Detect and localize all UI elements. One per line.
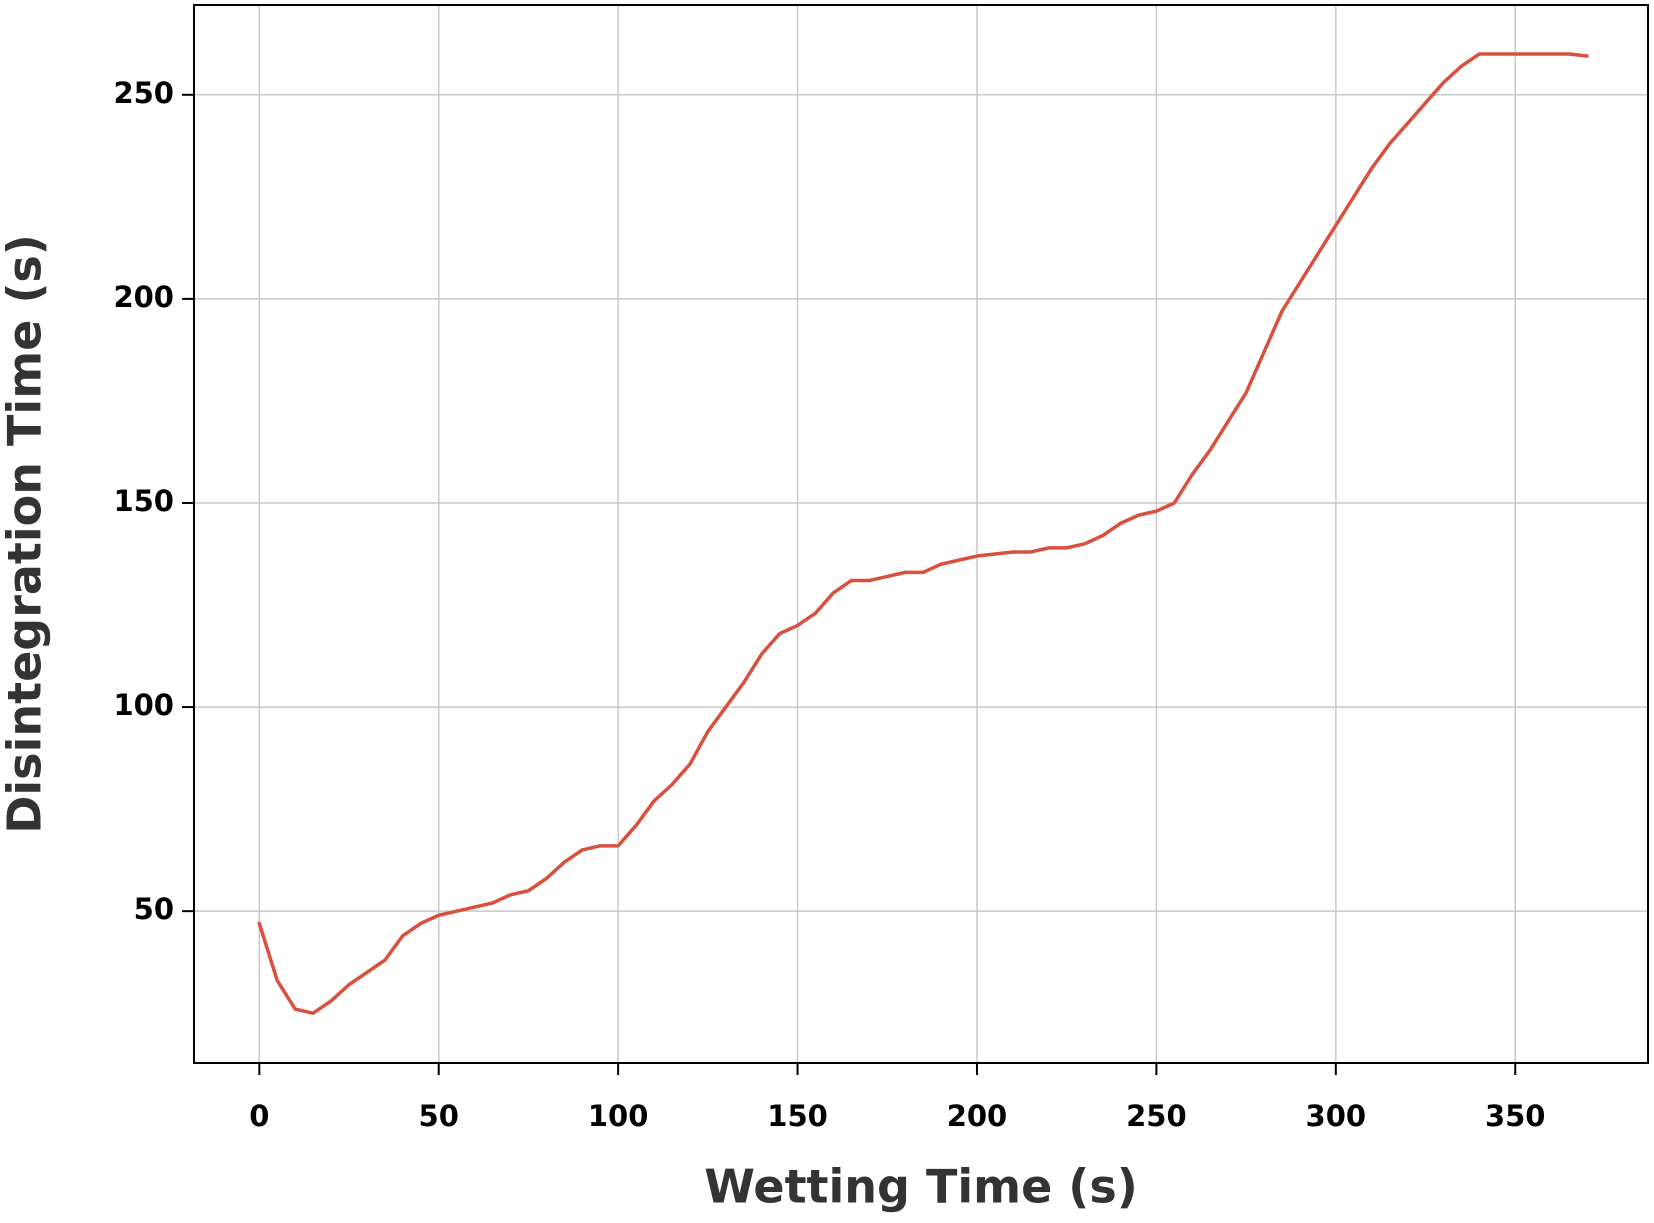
y-axis-label: Disintegration Time (s) <box>0 234 52 834</box>
y-tick-label: 200 <box>113 280 174 314</box>
x-tick-label: 100 <box>588 1099 649 1133</box>
x-tick-label: 50 <box>419 1099 459 1133</box>
y-tick-label: 150 <box>113 484 174 518</box>
y-tick-label: 50 <box>134 892 174 926</box>
x-tick-label: 0 <box>249 1099 269 1133</box>
y-tick-label: 250 <box>113 76 174 110</box>
x-tick-label: 250 <box>1126 1099 1187 1133</box>
x-tick-label: 300 <box>1306 1099 1367 1133</box>
plot-frame <box>193 4 1649 1064</box>
x-tick-label: 150 <box>767 1099 828 1133</box>
x-tick-label: 200 <box>947 1099 1008 1133</box>
y-tick-label: 100 <box>113 688 174 722</box>
data-line <box>257 52 1589 1015</box>
x-tick-label: 350 <box>1485 1099 1546 1133</box>
x-axis-label: Wetting Time (s) <box>704 1160 1137 1214</box>
